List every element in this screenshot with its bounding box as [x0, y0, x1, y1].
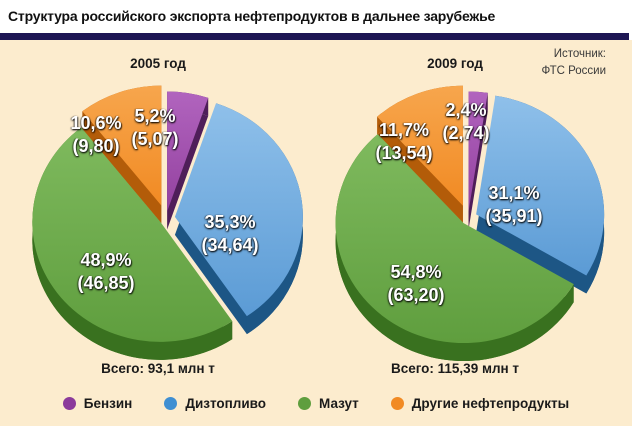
- source-note: Источник: ФТС России: [541, 46, 606, 80]
- year-label-2009: 2009 год: [427, 56, 483, 71]
- slice-value: (2,74): [442, 123, 490, 143]
- legend-label: Мазут: [319, 396, 359, 411]
- slice-value: (35,91): [485, 206, 543, 226]
- slice-value: (63,20): [387, 285, 445, 305]
- slice-label-2009-mazut: 54,8% (63,20): [387, 261, 444, 307]
- legend-dot-drugie: [390, 397, 404, 410]
- slice-pct: 54,8%: [390, 262, 442, 282]
- slice-value: (9,80): [72, 136, 120, 156]
- total-label-2005: Всего: 93,1 млн т: [101, 361, 215, 376]
- legend-label: Другие нефтепродукты: [411, 396, 570, 411]
- slice-label-2005-mazut: 48,9% (46,85): [77, 249, 134, 295]
- pie-chart-2009: 2,4% (2,74) 11,7% (13,54) 31,1% (35,91) …: [318, 78, 618, 368]
- legend-label: Бензин: [83, 396, 133, 411]
- pie-1-slice-1-top: [476, 95, 605, 276]
- slice-pct: 2,4%: [445, 100, 487, 120]
- slice-label-2009-drugie: 11,7% (13,54): [375, 119, 432, 165]
- pie-1-slice-0-top: [468, 91, 488, 212]
- pie-0-slice-2-top: [32, 127, 233, 342]
- slice-value: (34,64): [201, 235, 259, 255]
- slice-label-2009-benzin: 2,4% (2,74): [442, 99, 489, 145]
- slice-pct: 10,6%: [70, 113, 122, 133]
- slice-pct: 35,3%: [204, 212, 256, 232]
- slice-label-2009-diztoplivo: 31,1% (35,91): [485, 182, 542, 228]
- slice-label-2005-drugie: 10,6% (9,80): [70, 112, 121, 158]
- legend-dot-diztoplivo: [164, 397, 178, 410]
- slice-label-2005-benzin: 5,2% (5,07): [131, 105, 178, 151]
- source-line-1: Источник:: [553, 48, 606, 60]
- chart-panel: 2005 год 2009 год Источник: ФТС России 5…: [0, 40, 632, 426]
- pie-0-slice-0-top: [167, 91, 209, 212]
- pie-1-slice-2-top: [335, 134, 574, 344]
- legend-item-diztoplivo: Дизтопливо: [164, 396, 266, 411]
- legend-item-benzin: Бензин: [62, 396, 133, 411]
- pie-1-slice-3-top: [377, 85, 463, 206]
- slice-label-2005-diztoplivo: 35,3% (34,64): [201, 211, 258, 257]
- legend: Бензин Дизтопливо Мазут Другие нефтепрод…: [0, 396, 632, 411]
- legend-dot-benzin: [62, 397, 76, 410]
- slice-value: (5,07): [131, 129, 179, 149]
- pie-chart-2005: 5,2% (5,07) 10,6% (9,80) 35,3% (34,64) 4…: [16, 78, 316, 368]
- pie-0-slice-1-top: [174, 103, 303, 317]
- pie-svg-0: [32, 85, 303, 360]
- slice-value: (46,85): [77, 273, 135, 293]
- slice-pct: 31,1%: [488, 183, 540, 203]
- title-bar: Структура российского экспорта нефтепрод…: [0, 0, 632, 33]
- legend-item-mazut: Мазут: [298, 396, 359, 411]
- slice-value: (13,54): [375, 143, 433, 163]
- legend-dot-mazut: [298, 397, 312, 410]
- page-title: Структура российского экспорта нефтепрод…: [8, 8, 496, 24]
- slice-pct: 48,9%: [80, 250, 132, 270]
- legend-label: Дизтопливо: [185, 396, 267, 411]
- slice-pct: 11,7%: [378, 120, 430, 140]
- total-label-2009: Всего: 115,39 млн т: [390, 361, 520, 376]
- legend-item-drugie: Другие нефтепродукты: [390, 396, 570, 411]
- pie-svg-1: [335, 85, 605, 362]
- divider-bar: [0, 33, 629, 40]
- slice-pct: 5,2%: [134, 106, 176, 126]
- source-line-2: ФТС России: [541, 65, 606, 77]
- pie-0-slice-3-top: [82, 85, 162, 206]
- pie-0-slice-2-rim: [32, 127, 233, 360]
- year-label-2005: 2005 год: [130, 56, 186, 71]
